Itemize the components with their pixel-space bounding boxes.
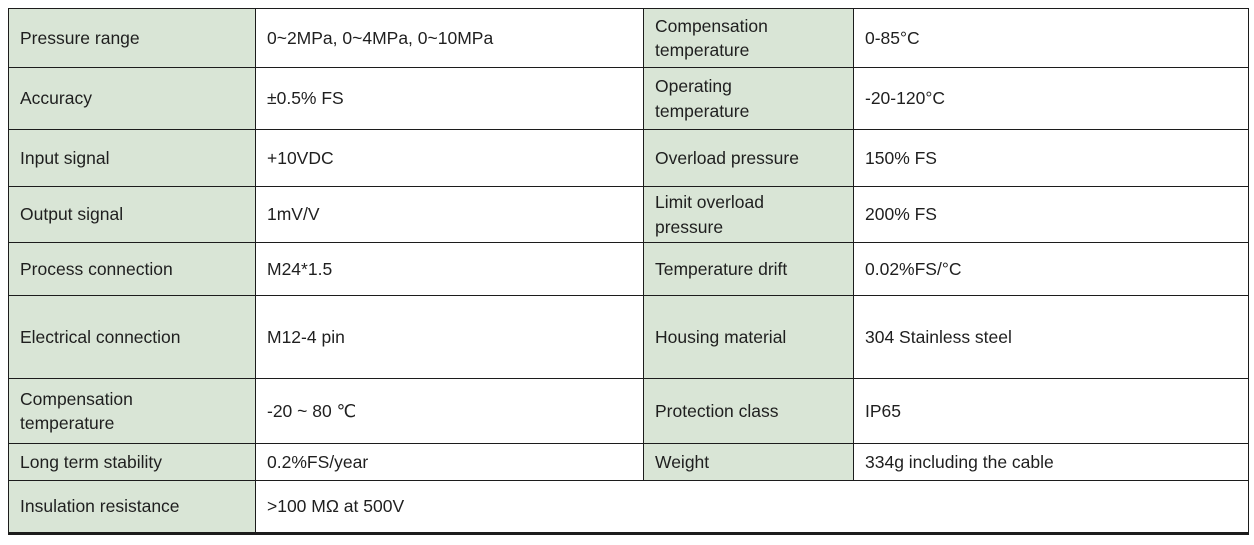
label-text: Process connection xyxy=(20,258,173,279)
value-text: >100 MΩ at 500V xyxy=(267,496,405,517)
row-insulation-resistance: Insulation resistance >100 MΩ at 500V xyxy=(8,480,1249,534)
label-operating-temperature: Operating temperature xyxy=(643,67,854,130)
label-text: Compensation temperature xyxy=(20,388,133,433)
label-text: Long term stability xyxy=(20,451,163,472)
label-overload-pressure: Overload pressure xyxy=(643,129,854,187)
label-text: Weight xyxy=(655,451,710,472)
label-compensation-temperature-right: Compensation temperature xyxy=(643,8,854,68)
label-protection-class: Protection class xyxy=(643,378,854,444)
value-output-signal: 1mV/V xyxy=(255,186,644,243)
value-text: +10VDC xyxy=(267,147,334,168)
label-text: Compensation temperature xyxy=(655,15,768,60)
label-text: Insulation resistance xyxy=(20,496,180,517)
label-text: Housing material xyxy=(655,326,787,347)
value-text: 304 Stainless steel xyxy=(865,326,1012,347)
label-compensation-temperature-left: Compensation temperature xyxy=(8,378,256,444)
label-limit-overload-pressure: Limit overload pressure xyxy=(643,186,854,243)
value-text: 0.2%FS/year xyxy=(267,451,369,472)
label-input-signal: Input signal xyxy=(8,129,256,187)
value-text: 1mV/V xyxy=(267,204,320,225)
label-text: Overload pressure xyxy=(655,147,799,168)
label-text: Operating temperature xyxy=(655,76,750,121)
label-temperature-drift: Temperature drift xyxy=(643,242,854,296)
label-electrical-connection: Electrical connection xyxy=(8,295,256,379)
value-weight: 334g including the cable xyxy=(853,443,1249,481)
label-text: Temperature drift xyxy=(655,258,788,279)
value-text: 200% FS xyxy=(865,204,937,225)
label-text: Pressure range xyxy=(20,27,140,48)
value-long-term-stability: 0.2%FS/year xyxy=(255,443,644,481)
label-text: Accuracy xyxy=(20,88,92,109)
value-accuracy: ±0.5% FS xyxy=(255,67,644,130)
value-operating-temperature: -20-120°C xyxy=(853,67,1249,130)
value-compensation-temperature-left: -20 ~ 80 ℃ xyxy=(255,378,644,444)
row-electrical-connection: Electrical connection M12-4 pin Housing … xyxy=(8,295,1249,379)
label-text: Input signal xyxy=(20,147,110,168)
value-text: IP65 xyxy=(865,400,901,421)
value-input-signal: +10VDC xyxy=(255,129,644,187)
value-text: 0~2MPa, 0~4MPa, 0~10MPa xyxy=(267,27,494,48)
label-text: Limit overload pressure xyxy=(655,192,764,237)
value-text: -20 ~ 80 ℃ xyxy=(267,400,357,421)
value-limit-overload-pressure: 200% FS xyxy=(853,186,1249,243)
row-compensation-temperature: Compensation temperature -20 ~ 80 ℃ Prot… xyxy=(8,378,1249,444)
label-output-signal: Output signal xyxy=(8,186,256,243)
value-text: 150% FS xyxy=(865,147,937,168)
label-weight: Weight xyxy=(643,443,854,481)
label-accuracy: Accuracy xyxy=(8,67,256,130)
value-text: 334g including the cable xyxy=(865,451,1054,472)
value-text: ±0.5% FS xyxy=(267,88,344,109)
value-process-connection: M24*1.5 xyxy=(255,242,644,296)
row-process-connection: Process connection M24*1.5 Temperature d… xyxy=(8,242,1249,296)
value-text: M24*1.5 xyxy=(267,258,333,279)
value-insulation-resistance: >100 MΩ at 500V xyxy=(255,480,1249,534)
label-process-connection: Process connection xyxy=(8,242,256,296)
row-input-signal: Input signal +10VDC Overload pressure 15… xyxy=(8,129,1249,187)
value-overload-pressure: 150% FS xyxy=(853,129,1249,187)
value-text: M12-4 pin xyxy=(267,326,345,347)
value-protection-class: IP65 xyxy=(853,378,1249,444)
spec-table: Pressure range 0~2MPa, 0~4MPa, 0~10MPa C… xyxy=(8,8,1249,535)
value-temperature-drift: 0.02%FS/°C xyxy=(853,242,1249,296)
label-housing-material: Housing material xyxy=(643,295,854,379)
label-insulation-resistance: Insulation resistance xyxy=(8,480,256,534)
row-accuracy: Accuracy ±0.5% FS Operating temperature … xyxy=(8,67,1249,130)
row-long-term-stability: Long term stability 0.2%FS/year Weight 3… xyxy=(8,443,1249,481)
value-housing-material: 304 Stainless steel xyxy=(853,295,1249,379)
row-output-signal: Output signal 1mV/V Limit overload press… xyxy=(8,186,1249,243)
value-text: 0.02%FS/°C xyxy=(865,258,962,279)
value-text: -20-120°C xyxy=(865,88,945,109)
label-pressure-range: Pressure range xyxy=(8,8,256,68)
value-text: 0-85°C xyxy=(865,27,920,48)
label-text: Output signal xyxy=(20,204,124,225)
row-pressure-range: Pressure range 0~2MPa, 0~4MPa, 0~10MPa C… xyxy=(8,8,1249,68)
label-text: Protection class xyxy=(655,400,779,421)
label-long-term-stability: Long term stability xyxy=(8,443,256,481)
value-electrical-connection: M12-4 pin xyxy=(255,295,644,379)
label-text: Electrical connection xyxy=(20,326,181,347)
value-compensation-temperature-right: 0-85°C xyxy=(853,8,1249,68)
value-pressure-range: 0~2MPa, 0~4MPa, 0~10MPa xyxy=(255,8,644,68)
